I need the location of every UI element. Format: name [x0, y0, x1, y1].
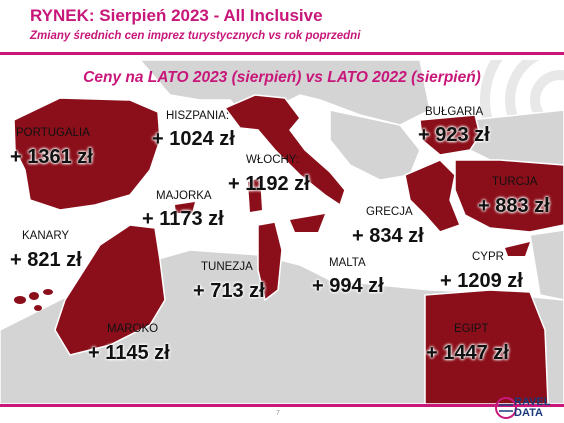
country-label-grecja: GRECJA	[366, 206, 413, 218]
logo-text-top: RAVEL	[514, 396, 551, 408]
top-divider	[0, 52, 564, 55]
turkey-shape	[454, 159, 564, 233]
country-value-malta: + 994 zł	[312, 275, 384, 297]
country-label-portugalia: PORTUGALIA	[16, 127, 90, 139]
country-label-egipt: EGIPT	[454, 323, 489, 335]
country-value-hiszpania: + 1024 zł	[152, 128, 235, 150]
page-number: 7	[276, 410, 280, 417]
greece-shape	[404, 159, 461, 233]
country-value-wlochy: + 1192 zł	[228, 173, 310, 195]
balkans-land	[329, 109, 421, 181]
country-value-cypr: + 1209 zł	[440, 270, 523, 292]
morocco-shape	[54, 224, 166, 356]
italy-shape	[223, 94, 346, 207]
country-label-majorka: MAJORKA	[156, 190, 212, 202]
egypt-shape	[424, 289, 549, 404]
country-value-maroko: + 1145 zł	[88, 342, 170, 364]
slide-title: RYNEK: Sierpień 2023 - All Inclusive	[30, 6, 323, 25]
map-title: Ceny na LATO 2023 (sierpień) vs LATO 202…	[83, 69, 481, 86]
country-value-kanary: + 821 zł	[10, 249, 82, 271]
central-europe-land	[139, 60, 431, 126]
country-label-tunezja: TUNEZJA	[201, 261, 253, 273]
sardinia-shape	[248, 178, 262, 212]
country-value-bulgaria: + 923 zł	[418, 124, 490, 146]
slide-subtitle: Zmiany średnich cen imprez turystycznych…	[30, 30, 361, 42]
logo-globe-icon	[495, 397, 517, 419]
country-label-hiszpania: HISZPANIA:	[166, 110, 230, 122]
bulgaria-shape	[419, 114, 481, 156]
bottom-divider	[0, 404, 564, 407]
country-label-malta: MALTA	[329, 257, 366, 269]
travel-data-logo: RAVEL DATA	[494, 396, 560, 420]
country-value-portugalia: + 1361 zł	[10, 146, 93, 168]
country-label-cypr: CYPR	[472, 251, 504, 263]
country-value-turcja: + 883 zł	[478, 195, 550, 217]
country-label-wlochy: WŁOCHY:	[246, 154, 300, 166]
levant-land	[529, 229, 564, 301]
country-label-turcja: TURCJA	[492, 176, 538, 188]
country-value-egipt: + 1447 zł	[426, 342, 509, 364]
country-label-bulgaria: BUŁGARIA	[425, 106, 484, 118]
country-label-kanary: KANARY	[22, 230, 70, 242]
canary-islands-shapes	[14, 289, 53, 311]
country-value-majorka: + 1173 zł	[142, 208, 224, 230]
tunisia-shape	[257, 221, 283, 302]
majorca-shape	[175, 202, 195, 213]
mediterranean-map	[0, 60, 564, 404]
iberia-shape	[13, 97, 161, 211]
logo-text-bottom: DATA	[514, 407, 543, 419]
country-value-grecja: + 834 zł	[352, 225, 424, 247]
country-label-maroko: MAROKO	[107, 323, 159, 335]
country-value-tunezja: + 713 zł	[193, 280, 265, 302]
cyprus-shape	[505, 242, 530, 256]
sicily-shape	[290, 214, 325, 232]
